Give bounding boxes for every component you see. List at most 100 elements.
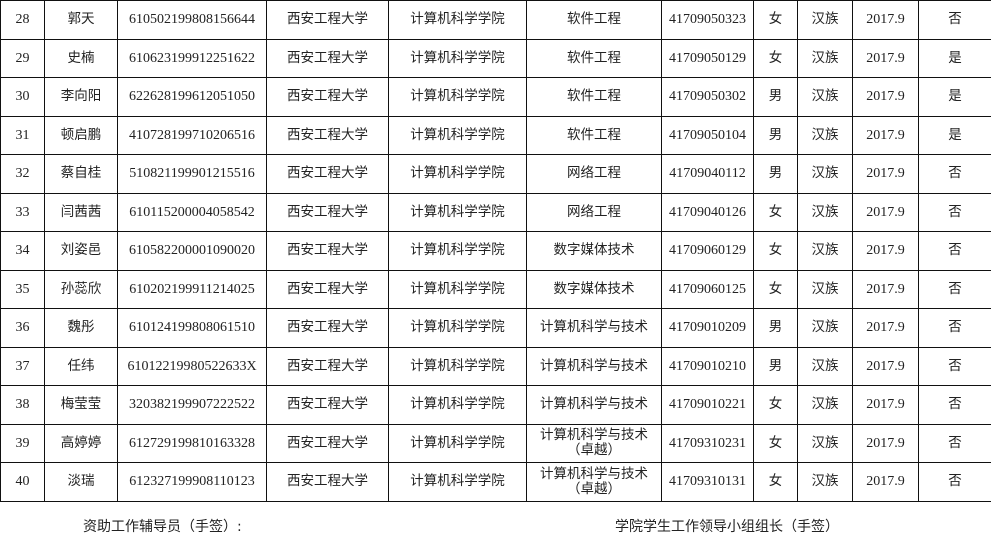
id-number-cell: 61012219980522633X <box>117 346 267 386</box>
enrollment-date-cell: 2017.9 <box>852 423 919 463</box>
enrollment-date-cell: 2017.9 <box>852 0 919 40</box>
major-cell: 软件工程 <box>526 77 662 117</box>
major-cell: 网络工程 <box>526 154 662 194</box>
table-row: 33 闫茜茜 610115200004058542 西安工程大学 计算机科学学院 网络工程… <box>0 192 991 232</box>
table-row: 36 魏彤 610124199808061510 西安工程大学 计算机科学学院 计算机科学… <box>0 308 991 348</box>
table-row: 37 任纬 61012219980522633X 西安工程大学 计算机科学学院 计算机科学… <box>0 346 991 386</box>
major-cell: 计算机科学与技术 <box>526 346 662 386</box>
school-cell: 西安工程大学 <box>266 38 389 78</box>
major-cell: 网络工程 <box>526 192 662 232</box>
gender-cell: 女 <box>753 231 798 271</box>
table-row: 40 淡瑞 612327199908110123 西安工程大学 计算机科学学院 计算机科学… <box>0 462 991 502</box>
student-id-cell: 41709050129 <box>661 38 754 78</box>
row-number-cell: 37 <box>0 346 45 386</box>
gender-cell: 女 <box>753 192 798 232</box>
student-table: 28 郭天 610502199808156644 西安工程大学 计算机科学学院 软件工程 4… <box>0 0 991 502</box>
ethnicity-cell: 汉族 <box>797 423 853 463</box>
counselor-signature-label: 资助工作辅导员（手签）: <box>83 519 242 535</box>
gender-cell: 女 <box>753 38 798 78</box>
enrollment-date-cell: 2017.9 <box>852 308 919 348</box>
student-id-cell: 41709060125 <box>661 269 754 309</box>
student-name-cell: 高婷婷 <box>44 423 118 463</box>
id-number-cell: 410728199710206516 <box>117 115 267 155</box>
status-flag-cell: 否 <box>918 385 991 425</box>
id-number-cell: 610202199911214025 <box>117 269 267 309</box>
ethnicity-cell: 汉族 <box>797 308 853 348</box>
status-flag-cell: 否 <box>918 154 991 194</box>
student-id-cell: 41709010210 <box>661 346 754 386</box>
status-flag-cell: 否 <box>918 0 991 40</box>
row-number-cell: 36 <box>0 308 45 348</box>
college-cell: 计算机科学学院 <box>388 308 527 348</box>
table-row: 39 高婷婷 612729199810163328 西安工程大学 计算机科学学院 计算机科… <box>0 423 991 463</box>
row-number-cell: 40 <box>0 462 45 502</box>
student-name-cell: 梅莹莹 <box>44 385 118 425</box>
table-row: 38 梅莹莹 320382199907222522 西安工程大学 计算机科学学院 计算机科… <box>0 385 991 425</box>
ethnicity-cell: 汉族 <box>797 0 853 40</box>
row-number-cell: 32 <box>0 154 45 194</box>
college-cell: 计算机科学学院 <box>388 77 527 117</box>
student-id-cell: 41709060129 <box>661 231 754 271</box>
college-cell: 计算机科学学院 <box>388 0 527 40</box>
row-number-cell: 35 <box>0 269 45 309</box>
status-flag-cell: 否 <box>918 231 991 271</box>
id-number-cell: 612729199810163328 <box>117 423 267 463</box>
enrollment-date-cell: 2017.9 <box>852 346 919 386</box>
college-cell: 计算机科学学院 <box>388 346 527 386</box>
major-cell: 计算机科学与技术 <box>526 385 662 425</box>
student-name-cell: 顿启鹏 <box>44 115 118 155</box>
ethnicity-cell: 汉族 <box>797 346 853 386</box>
status-flag-cell: 是 <box>918 115 991 155</box>
college-cell: 计算机科学学院 <box>388 192 527 232</box>
table-row: 35 孙蕊欣 610202199911214025 西安工程大学 计算机科学学院 数字媒体… <box>0 269 991 309</box>
enrollment-date-cell: 2017.9 <box>852 38 919 78</box>
status-flag-cell: 是 <box>918 38 991 78</box>
college-cell: 计算机科学学院 <box>388 385 527 425</box>
table-row: 31 顿启鹏 410728199710206516 西安工程大学 计算机科学学院 软件工程… <box>0 115 991 155</box>
gender-cell: 男 <box>753 115 798 155</box>
gender-cell: 女 <box>753 423 798 463</box>
school-cell: 西安工程大学 <box>266 115 389 155</box>
row-number-cell: 28 <box>0 0 45 40</box>
status-flag-cell: 否 <box>918 346 991 386</box>
id-number-cell: 610582200001090020 <box>117 231 267 271</box>
ethnicity-cell: 汉族 <box>797 154 853 194</box>
college-cell: 计算机科学学院 <box>388 462 527 502</box>
major-cell: 数字媒体技术 <box>526 231 662 271</box>
student-name-cell: 刘姿邑 <box>44 231 118 271</box>
leader-signature-label: 学院学生工作领导小组组长（手签） <box>615 519 839 535</box>
student-id-cell: 41709040112 <box>661 154 754 194</box>
school-cell: 西安工程大学 <box>266 154 389 194</box>
enrollment-date-cell: 2017.9 <box>852 154 919 194</box>
gender-cell: 男 <box>753 154 798 194</box>
student-name-cell: 任纬 <box>44 346 118 386</box>
student-name-cell: 魏彤 <box>44 308 118 348</box>
status-flag-cell: 否 <box>918 269 991 309</box>
ethnicity-cell: 汉族 <box>797 38 853 78</box>
row-number-cell: 30 <box>0 77 45 117</box>
major-cell: 数字媒体技术 <box>526 269 662 309</box>
school-cell: 西安工程大学 <box>266 423 389 463</box>
enrollment-date-cell: 2017.9 <box>852 269 919 309</box>
college-cell: 计算机科学学院 <box>388 269 527 309</box>
college-cell: 计算机科学学院 <box>388 115 527 155</box>
major-cell: 软件工程 <box>526 0 662 40</box>
college-cell: 计算机科学学院 <box>388 423 527 463</box>
student-id-cell: 41709310131 <box>661 462 754 502</box>
student-name-cell: 李向阳 <box>44 77 118 117</box>
student-name-cell: 蔡自桂 <box>44 154 118 194</box>
id-number-cell: 622628199612051050 <box>117 77 267 117</box>
school-cell: 西安工程大学 <box>266 462 389 502</box>
student-id-cell: 41709050302 <box>661 77 754 117</box>
school-cell: 西安工程大学 <box>266 308 389 348</box>
ethnicity-cell: 汉族 <box>797 462 853 502</box>
school-cell: 西安工程大学 <box>266 269 389 309</box>
row-number-cell: 31 <box>0 115 45 155</box>
student-id-cell: 41709040126 <box>661 192 754 232</box>
student-name-cell: 闫茜茜 <box>44 192 118 232</box>
row-number-cell: 39 <box>0 423 45 463</box>
student-id-cell: 41709310231 <box>661 423 754 463</box>
ethnicity-cell: 汉族 <box>797 385 853 425</box>
table-row: 28 郭天 610502199808156644 西安工程大学 计算机科学学院 软件工程 4… <box>0 0 991 40</box>
school-cell: 西安工程大学 <box>266 346 389 386</box>
